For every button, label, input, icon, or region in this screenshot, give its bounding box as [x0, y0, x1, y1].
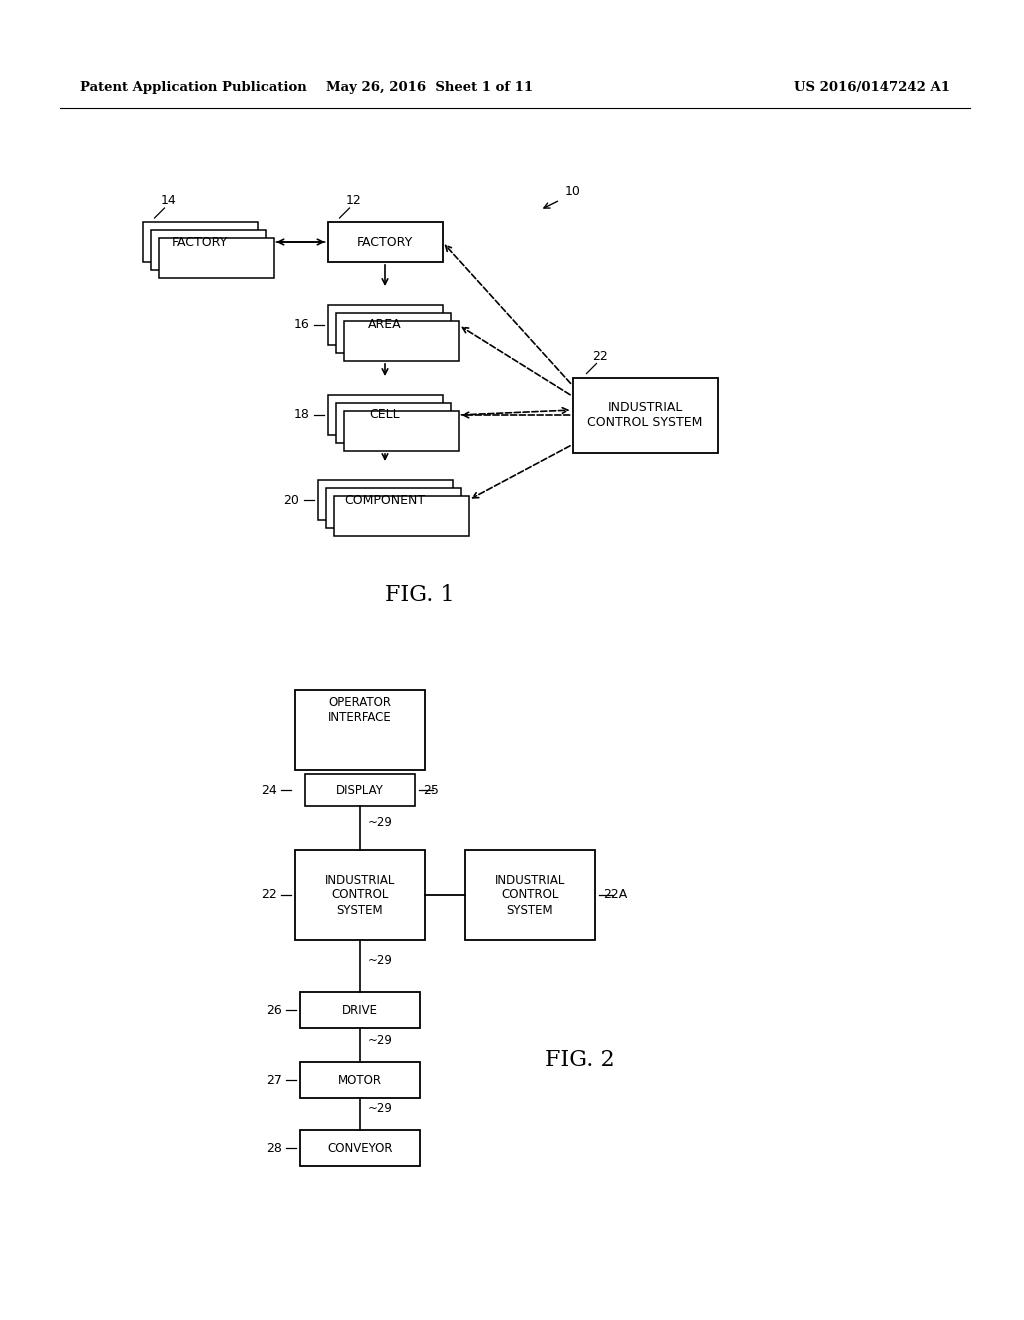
Bar: [300, 1130, 420, 1166]
Bar: [343, 411, 459, 451]
Text: 28: 28: [266, 1142, 282, 1155]
Bar: [305, 774, 415, 807]
Text: INDUSTRIAL
CONTROL SYSTEM: INDUSTRIAL CONTROL SYSTEM: [588, 401, 702, 429]
Text: ~29: ~29: [368, 1102, 393, 1115]
Bar: [151, 230, 265, 271]
Text: AREA: AREA: [369, 318, 401, 331]
Text: ~29: ~29: [368, 817, 393, 829]
Text: 24: 24: [261, 784, 278, 796]
Bar: [326, 488, 461, 528]
Text: ~29: ~29: [368, 1034, 393, 1047]
Text: 18: 18: [294, 408, 309, 421]
Bar: [300, 993, 420, 1028]
Text: 12: 12: [345, 194, 361, 207]
Text: COMPONENT: COMPONENT: [344, 494, 426, 507]
Text: INDUSTRIAL
CONTROL
SYSTEM: INDUSTRIAL CONTROL SYSTEM: [495, 874, 565, 916]
Text: MOTOR: MOTOR: [338, 1073, 382, 1086]
Text: 22A: 22A: [603, 888, 628, 902]
Text: 25: 25: [423, 784, 439, 796]
Bar: [317, 480, 453, 520]
Text: May 26, 2016  Sheet 1 of 11: May 26, 2016 Sheet 1 of 11: [327, 82, 534, 95]
Text: CELL: CELL: [370, 408, 400, 421]
Bar: [334, 496, 469, 536]
Bar: [572, 378, 718, 453]
Text: FACTORY: FACTORY: [357, 235, 413, 248]
Bar: [465, 850, 595, 940]
Text: OPERATOR
INTERFACE: OPERATOR INTERFACE: [328, 696, 392, 723]
Text: 22: 22: [593, 350, 608, 363]
Bar: [300, 1063, 420, 1098]
Text: 10: 10: [565, 185, 581, 198]
Text: US 2016/0147242 A1: US 2016/0147242 A1: [794, 82, 950, 95]
Text: FACTORY: FACTORY: [172, 235, 228, 248]
Bar: [343, 321, 459, 360]
Text: DRIVE: DRIVE: [342, 1003, 378, 1016]
Text: 26: 26: [266, 1003, 282, 1016]
Text: 22: 22: [261, 888, 278, 902]
Bar: [159, 238, 273, 279]
Bar: [295, 850, 425, 940]
Bar: [336, 313, 451, 352]
Text: FIG. 2: FIG. 2: [545, 1049, 614, 1071]
Bar: [328, 305, 442, 345]
Bar: [336, 403, 451, 444]
Text: 16: 16: [294, 318, 309, 331]
Text: 20: 20: [284, 494, 299, 507]
Bar: [142, 222, 257, 261]
Text: CONVEYOR: CONVEYOR: [328, 1142, 393, 1155]
Text: 27: 27: [266, 1073, 282, 1086]
Bar: [328, 395, 442, 436]
Text: INDUSTRIAL
CONTROL
SYSTEM: INDUSTRIAL CONTROL SYSTEM: [325, 874, 395, 916]
Text: FIG. 1: FIG. 1: [385, 583, 455, 606]
Text: DISPLAY: DISPLAY: [336, 784, 384, 796]
Text: Patent Application Publication: Patent Application Publication: [80, 82, 307, 95]
Bar: [295, 690, 425, 770]
Bar: [328, 222, 442, 261]
Text: 14: 14: [161, 194, 176, 207]
Text: ~29: ~29: [368, 954, 393, 968]
